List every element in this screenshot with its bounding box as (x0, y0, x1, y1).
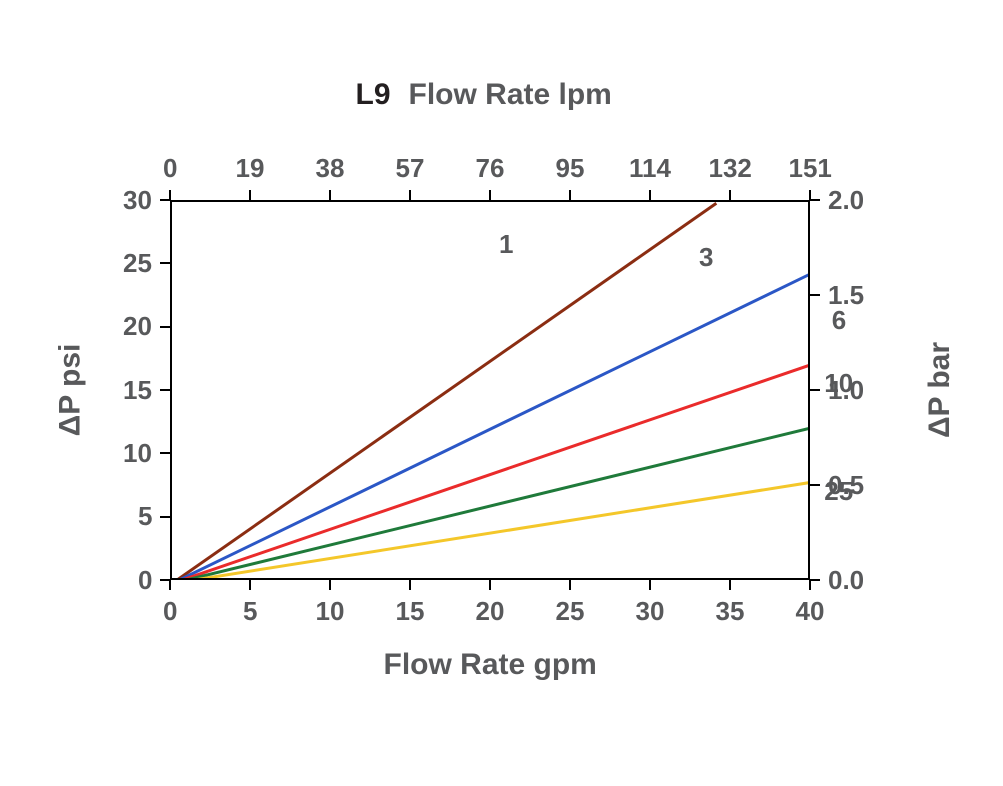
tick-mark (810, 389, 820, 391)
y-left-tick-label: 20 (123, 311, 152, 342)
tick-mark (160, 516, 170, 518)
tick-mark (810, 199, 820, 201)
tick-mark (249, 190, 251, 200)
tick-mark (810, 579, 820, 581)
y-left-tick-label: 5 (138, 501, 152, 532)
tick-mark (810, 294, 820, 296)
tick-mark (649, 190, 651, 200)
bottom-axis-title: Flow Rate gpm (384, 648, 597, 682)
tick-mark (569, 580, 571, 590)
x-top-tick-label: 114 (629, 153, 671, 184)
x-bottom-tick-label: 35 (716, 596, 745, 627)
x-bottom-tick-label: 5 (243, 596, 257, 627)
x-bottom-tick-label: 0 (163, 596, 177, 627)
left-axis-title: ΔP psi (53, 344, 87, 437)
y-left-tick-label: 30 (123, 185, 152, 216)
tick-mark (489, 580, 491, 590)
tick-mark (160, 389, 170, 391)
plot-area (170, 200, 810, 580)
tick-mark (169, 580, 171, 590)
chart-container: { "chart": { "type": "line", "plot": { "… (0, 0, 1003, 786)
series-label: 6 (832, 305, 846, 336)
tick-mark (809, 580, 811, 590)
y-right-tick-label: 0.0 (828, 565, 864, 596)
y-right-tick-label: 2.0 (828, 185, 864, 216)
x-bottom-tick-label: 30 (636, 596, 665, 627)
y-left-tick-label: 25 (123, 248, 152, 279)
x-top-tick-label: 57 (396, 153, 425, 184)
tick-mark (489, 190, 491, 200)
tick-mark (729, 580, 731, 590)
tick-mark (409, 580, 411, 590)
y-left-tick-label: 10 (123, 438, 152, 469)
x-top-tick-label: 19 (236, 153, 265, 184)
tick-mark (160, 579, 170, 581)
x-bottom-tick-label: 40 (796, 596, 825, 627)
series-label: 25 (824, 476, 853, 507)
tick-mark (810, 484, 820, 486)
tick-mark (160, 452, 170, 454)
y-left-tick-label: 0 (138, 565, 152, 596)
series-line (171, 202, 717, 580)
x-top-tick-label: 95 (556, 153, 585, 184)
series-line (172, 363, 810, 580)
x-top-tick-label: 0 (163, 153, 177, 184)
x-bottom-tick-label: 10 (316, 596, 345, 627)
series-line (172, 481, 810, 580)
x-top-tick-label: 132 (709, 153, 752, 184)
top-axis-title: Flow Rate lpm (409, 78, 612, 112)
tick-mark (329, 190, 331, 200)
x-top-tick-label: 151 (789, 153, 832, 184)
tick-mark (160, 262, 170, 264)
y-left-tick-label: 15 (123, 375, 152, 406)
right-axis-title: ΔP bar (923, 342, 957, 438)
tick-mark (649, 580, 651, 590)
x-top-tick-label: 76 (476, 153, 505, 184)
tick-mark (569, 190, 571, 200)
series-label: 10 (824, 368, 853, 399)
x-bottom-tick-label: 25 (556, 596, 585, 627)
series-line (172, 426, 810, 580)
x-bottom-tick-label: 20 (476, 596, 505, 627)
x-top-tick-label: 38 (316, 153, 345, 184)
tick-mark (160, 326, 170, 328)
series-label: 1 (499, 229, 513, 260)
tick-mark (409, 190, 411, 200)
tick-mark (249, 580, 251, 590)
x-bottom-tick-label: 15 (396, 596, 425, 627)
tick-mark (160, 199, 170, 201)
series-label: 3 (699, 242, 713, 273)
tick-mark (729, 190, 731, 200)
tick-mark (329, 580, 331, 590)
top-axis-prefix: L9 (356, 78, 391, 112)
